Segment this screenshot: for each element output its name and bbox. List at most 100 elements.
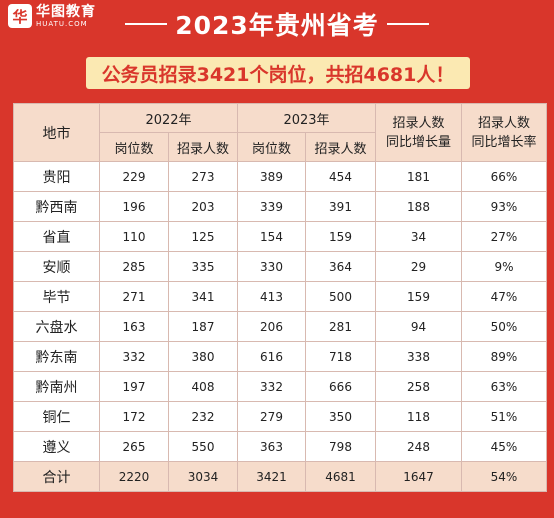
positions-2022-cell: 265 xyxy=(99,431,169,462)
positions-2022-cell: 110 xyxy=(99,221,169,252)
region-cell: 黔南州 xyxy=(13,371,100,402)
positions-2023-cell: 363 xyxy=(237,431,306,462)
growth-count-cell: 94 xyxy=(375,311,462,342)
header-region: 地市 xyxy=(13,103,100,162)
growth-count-cell: 159 xyxy=(375,281,462,312)
table-row: 铜仁 172 232 279 350 118 51% xyxy=(13,401,547,432)
region-cell: 毕节 xyxy=(13,281,100,312)
recruits-2022-cell: 187 xyxy=(168,311,238,342)
growth-count-cell: 1647 xyxy=(375,461,462,492)
table-row: 省直 110 125 154 159 34 27% xyxy=(13,221,547,252)
growth-rate-cell: 51% xyxy=(461,401,547,432)
recruits-2022-cell: 550 xyxy=(168,431,238,462)
positions-2022-cell: 196 xyxy=(99,191,169,222)
positions-2022-cell: 271 xyxy=(99,281,169,312)
positions-2023-cell: 339 xyxy=(237,191,306,222)
positions-2022-cell: 285 xyxy=(99,251,169,282)
growth-rate-cell: 50% xyxy=(461,311,547,342)
recruits-2022-cell: 203 xyxy=(168,191,238,222)
positions-2022-cell: 197 xyxy=(99,371,169,402)
recruits-2023-cell: 4681 xyxy=(305,461,376,492)
growth-count-cell: 34 xyxy=(375,221,462,252)
region-cell: 合计 xyxy=(13,461,100,492)
table-row: 黔西南 196 203 339 391 188 93% xyxy=(13,191,547,222)
region-cell: 铜仁 xyxy=(13,401,100,432)
header-year-2023: 2023年 xyxy=(237,103,376,133)
recruits-2023-cell: 281 xyxy=(305,311,376,342)
header-growth-count: 招录人数 同比增长量 xyxy=(375,103,462,162)
header-recruits-2023: 招录人数 xyxy=(305,132,376,162)
page-title: 2023年贵州省考 xyxy=(175,11,379,40)
positions-2023-cell: 413 xyxy=(237,281,306,312)
region-cell: 六盘水 xyxy=(13,311,100,342)
growth-rate-cell: 93% xyxy=(461,191,547,222)
header-positions-2023: 岗位数 xyxy=(237,132,306,162)
growth-rate-cell: 9% xyxy=(461,251,547,282)
growth-rate-cell: 47% xyxy=(461,281,547,312)
growth-count-cell: 258 xyxy=(375,371,462,402)
recruits-2022-cell: 125 xyxy=(168,221,238,252)
growth-count-cell: 181 xyxy=(375,161,462,192)
recruits-2022-cell: 380 xyxy=(168,341,238,372)
table-row: 贵阳 229 273 389 454 181 66% xyxy=(13,161,547,192)
recruits-2023-cell: 718 xyxy=(305,341,376,372)
header-recruits-2022: 招录人数 xyxy=(168,132,238,162)
growth-count-cell: 118 xyxy=(375,401,462,432)
table-row: 黔南州 197 408 332 666 258 63% xyxy=(13,371,547,402)
brand-name: 华图教育 HUATU.COM xyxy=(36,5,96,28)
positions-2023-cell: 154 xyxy=(237,221,306,252)
table-row: 安顺 285 335 330 364 29 9% xyxy=(13,251,547,282)
recruits-2022-cell: 335 xyxy=(168,251,238,282)
summary-banner: 公务员招录3421个岗位，共招4681人！ xyxy=(86,57,470,89)
region-cell: 黔西南 xyxy=(13,191,100,222)
positions-2023-cell: 279 xyxy=(237,401,306,432)
positions-2022-cell: 172 xyxy=(99,401,169,432)
positions-2022-cell: 163 xyxy=(99,311,169,342)
recruits-2023-cell: 391 xyxy=(305,191,376,222)
recruits-2023-cell: 666 xyxy=(305,371,376,402)
positions-2023-cell: 332 xyxy=(237,371,306,402)
brand-name-en: HUATU.COM xyxy=(36,19,88,28)
growth-rate-cell: 66% xyxy=(461,161,547,192)
growth-rate-cell: 27% xyxy=(461,221,547,252)
recruits-2023-cell: 500 xyxy=(305,281,376,312)
growth-count-cell: 248 xyxy=(375,431,462,462)
recruits-2023-cell: 364 xyxy=(305,251,376,282)
positions-2022-cell: 332 xyxy=(99,341,169,372)
header-growth-rate: 招录人数 同比增长率 xyxy=(461,103,547,162)
region-cell: 黔东南 xyxy=(13,341,100,372)
region-cell: 遵义 xyxy=(13,431,100,462)
table-row: 毕节 271 341 413 500 159 47% xyxy=(13,281,547,312)
recruits-2022-cell: 232 xyxy=(168,401,238,432)
growth-rate-cell: 89% xyxy=(461,341,547,372)
growth-count-cell: 338 xyxy=(375,341,462,372)
growth-count-cell: 29 xyxy=(375,251,462,282)
recruits-2022-cell: 3034 xyxy=(168,461,238,492)
growth-rate-cell: 54% xyxy=(461,461,547,492)
page-title-row: 2023年贵州省考 xyxy=(0,8,554,40)
growth-rate-cell: 45% xyxy=(461,431,547,462)
header-positions-2022: 岗位数 xyxy=(99,132,169,162)
brand-name-cn: 华图教育 xyxy=(36,3,96,20)
positions-2023-cell: 389 xyxy=(237,161,306,192)
recruits-2022-cell: 408 xyxy=(168,371,238,402)
positions-2023-cell: 330 xyxy=(237,251,306,282)
recruits-2023-cell: 454 xyxy=(305,161,376,192)
brand-logo-icon: 华 xyxy=(8,4,32,28)
region-cell: 贵阳 xyxy=(13,161,100,192)
positions-2022-cell: 229 xyxy=(99,161,169,192)
recruits-2023-cell: 350 xyxy=(305,401,376,432)
recruitment-table: 地市 2022年 2023年 招录人数 同比增长量 招录人数 同比增长率 岗位数… xyxy=(13,103,547,492)
growth-rate-cell: 63% xyxy=(461,371,547,402)
positions-2023-cell: 3421 xyxy=(237,461,306,492)
recruits-2023-cell: 159 xyxy=(305,221,376,252)
recruits-2022-cell: 273 xyxy=(168,161,238,192)
total-row: 合计 2220 3034 3421 4681 1647 54% xyxy=(13,461,547,492)
table-row: 黔东南 332 380 616 718 338 89% xyxy=(13,341,547,372)
recruits-2022-cell: 341 xyxy=(168,281,238,312)
region-cell: 省直 xyxy=(13,221,100,252)
region-cell: 安顺 xyxy=(13,251,100,282)
title-left-rule xyxy=(125,23,168,25)
table-row: 遵义 265 550 363 798 248 45% xyxy=(13,431,547,462)
brand-logo: 华 华图教育 HUATU.COM xyxy=(8,4,96,28)
